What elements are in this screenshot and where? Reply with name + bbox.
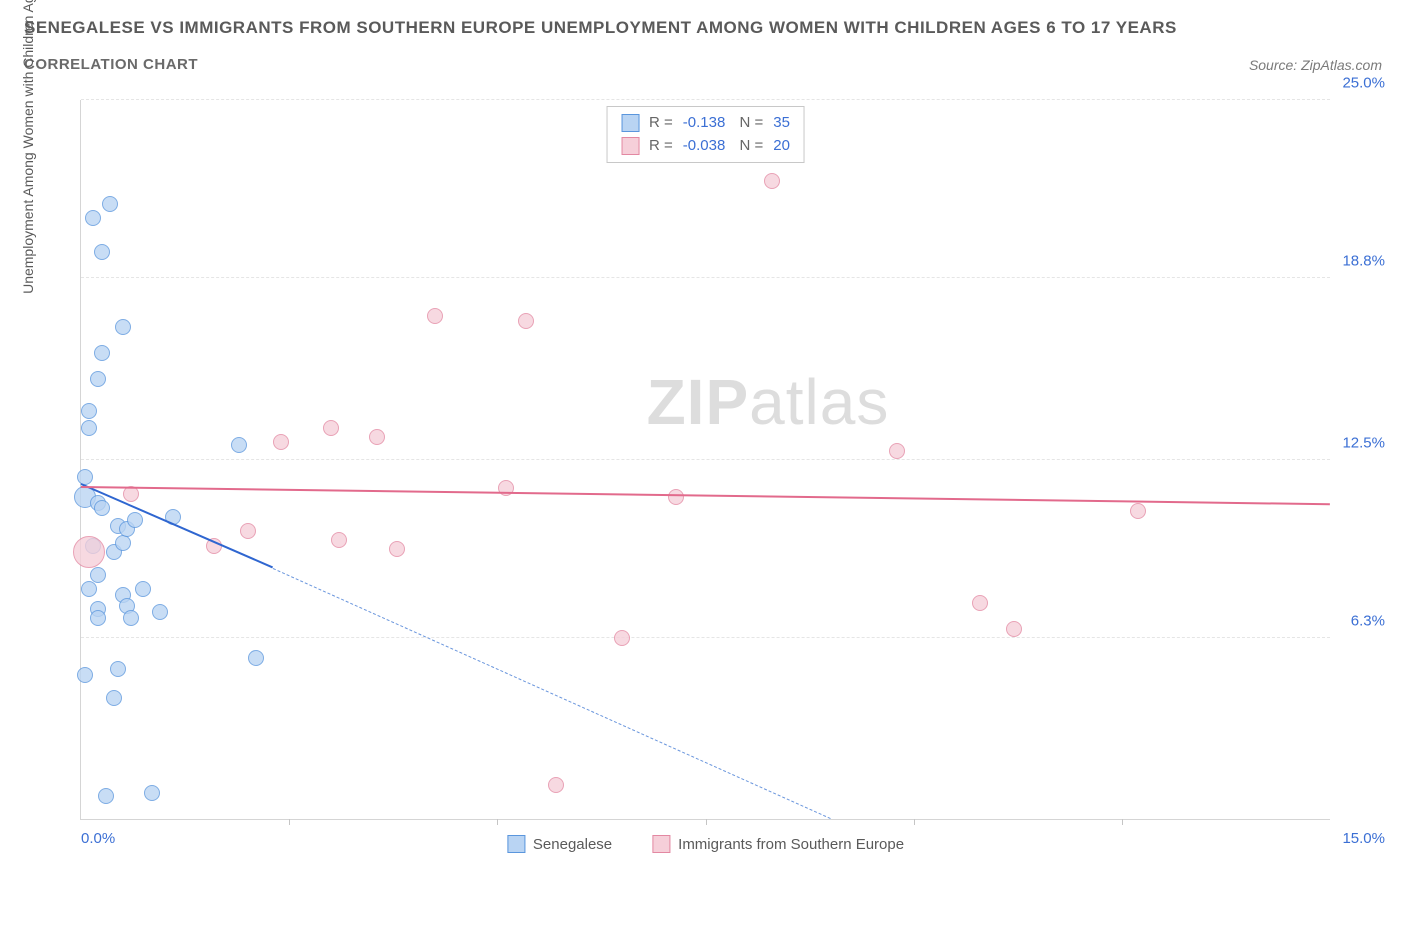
legend-item-southern-europe: Immigrants from Southern Europe xyxy=(652,835,904,853)
data-point xyxy=(115,319,131,335)
data-point xyxy=(135,581,151,597)
data-point xyxy=(231,437,247,453)
data-point xyxy=(115,535,131,551)
swatch-icon xyxy=(652,835,670,853)
data-point xyxy=(389,541,405,557)
chart-title: SENEGALESE VS IMMIGRANTS FROM SOUTHERN E… xyxy=(24,18,1382,38)
legend-label: Senegalese xyxy=(533,836,612,853)
chart-subtitle: CORRELATION CHART xyxy=(24,56,198,73)
source-label: Source: ZipAtlas.com xyxy=(1249,57,1382,73)
data-point xyxy=(90,567,106,583)
data-point xyxy=(889,443,905,459)
data-point xyxy=(144,785,160,801)
data-point xyxy=(152,604,168,620)
y-axis-label: Unemployment Among Women with Children A… xyxy=(20,0,36,294)
y-tick-label: 18.8% xyxy=(1335,253,1385,270)
x-axis-max: 15.0% xyxy=(1342,830,1385,847)
watermark: ZIPatlas xyxy=(647,365,890,439)
swatch-southern-europe xyxy=(621,137,639,155)
y-tick-label: 12.5% xyxy=(1335,434,1385,451)
data-point xyxy=(240,523,256,539)
swatch-icon xyxy=(507,835,525,853)
data-point xyxy=(77,469,93,485)
gridline xyxy=(81,277,1330,278)
data-point xyxy=(102,196,118,212)
data-point xyxy=(1130,503,1146,519)
data-point xyxy=(77,667,93,683)
data-point xyxy=(85,210,101,226)
correlation-chart: Unemployment Among Women with Children A… xyxy=(50,100,1390,870)
data-point xyxy=(127,512,143,528)
series-legend: Senegalese Immigrants from Southern Euro… xyxy=(507,835,904,853)
x-tick xyxy=(289,819,290,825)
data-point xyxy=(90,610,106,626)
data-point xyxy=(331,532,347,548)
legend-row-senegalese: R =-0.138 N =35 xyxy=(621,112,790,135)
data-point xyxy=(548,777,564,793)
data-point xyxy=(1006,621,1022,637)
legend-row-southern-europe: R =-0.038 N =20 xyxy=(621,135,790,158)
x-tick xyxy=(1122,819,1123,825)
data-point xyxy=(518,313,534,329)
data-point xyxy=(81,581,97,597)
data-point xyxy=(94,345,110,361)
x-tick xyxy=(497,819,498,825)
swatch-senegalese xyxy=(621,114,639,132)
data-point xyxy=(98,788,114,804)
data-point xyxy=(972,595,988,611)
data-point xyxy=(614,630,630,646)
data-point xyxy=(94,500,110,516)
data-point xyxy=(110,661,126,677)
data-point xyxy=(106,690,122,706)
data-point xyxy=(248,650,264,666)
gridline xyxy=(81,459,1330,460)
y-tick-label: 6.3% xyxy=(1335,612,1385,629)
data-point xyxy=(369,429,385,445)
data-point xyxy=(94,244,110,260)
data-point xyxy=(90,371,106,387)
data-point xyxy=(323,420,339,436)
data-point xyxy=(81,403,97,419)
data-point xyxy=(273,434,289,450)
gridline xyxy=(81,637,1330,638)
y-tick-label: 25.0% xyxy=(1335,75,1385,92)
legend-label: Immigrants from Southern Europe xyxy=(678,836,904,853)
data-point xyxy=(668,489,684,505)
gridline xyxy=(81,99,1330,100)
legend-item-senegalese: Senegalese xyxy=(507,835,612,853)
data-point xyxy=(764,173,780,189)
x-tick xyxy=(914,819,915,825)
data-point xyxy=(427,308,443,324)
stats-legend: R =-0.138 N =35 R =-0.038 N =20 xyxy=(606,106,805,163)
x-tick xyxy=(706,819,707,825)
data-point xyxy=(73,536,105,568)
trend-line xyxy=(81,486,1330,505)
x-axis-min: 0.0% xyxy=(81,830,115,847)
data-point xyxy=(123,610,139,626)
data-point xyxy=(81,420,97,436)
plot-region: ZIPatlas R =-0.138 N =35 R =-0.038 N =20… xyxy=(80,100,1330,820)
